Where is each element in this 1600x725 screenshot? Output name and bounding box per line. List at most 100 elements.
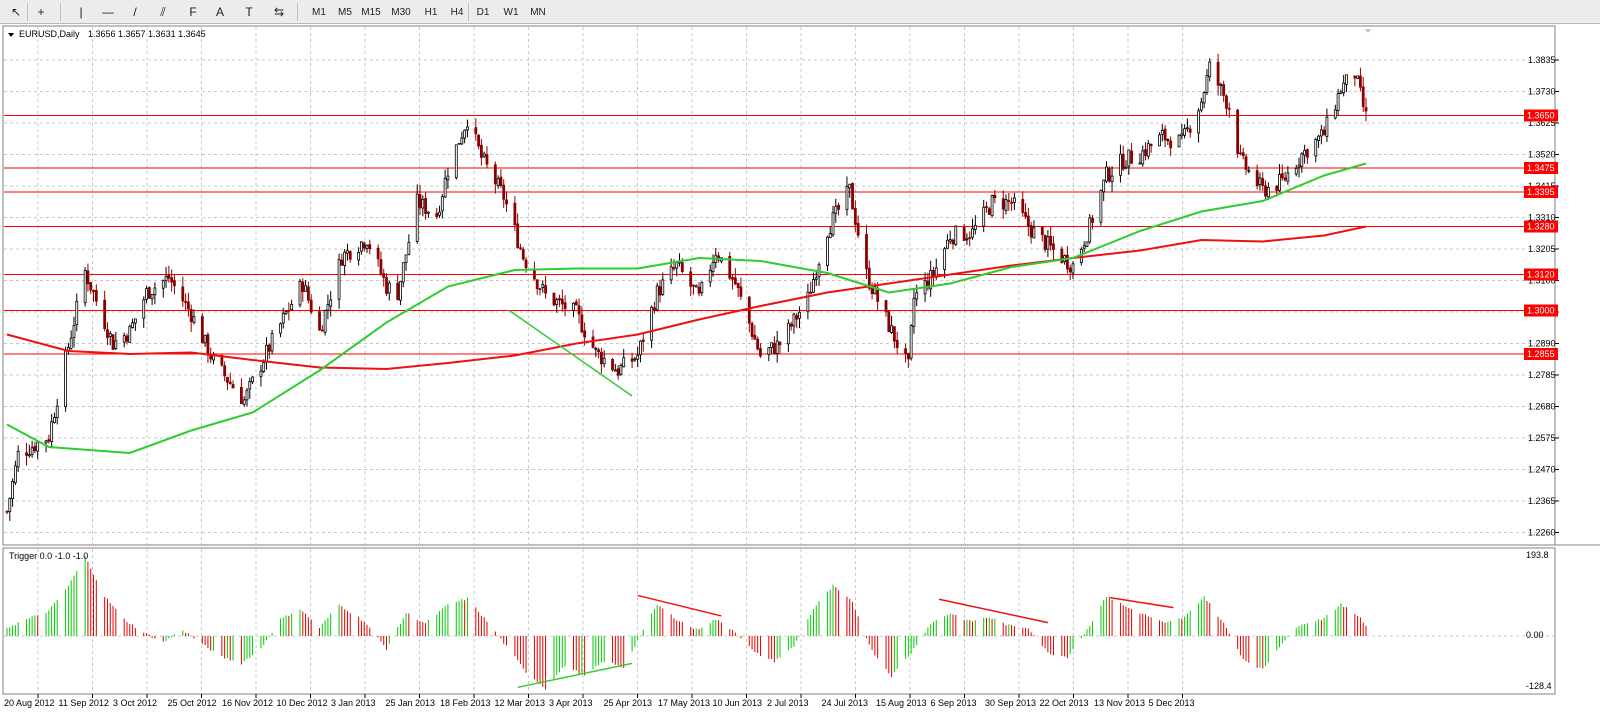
price-trendlines[interactable] bbox=[508, 309, 633, 397]
timeframe-button-m15[interactable]: M15 bbox=[361, 6, 381, 18]
candle-body bbox=[831, 212, 835, 236]
candle-body bbox=[1216, 61, 1220, 86]
candle-body bbox=[1364, 107, 1368, 112]
candle-body bbox=[1325, 116, 1329, 137]
candle-body bbox=[200, 316, 204, 344]
candle-body bbox=[767, 347, 771, 356]
trigger-trendlines[interactable] bbox=[517, 594, 1174, 689]
timeframe-button-w1[interactable]: W1 bbox=[503, 6, 519, 18]
candle-body bbox=[318, 311, 321, 331]
candle-body bbox=[577, 305, 581, 315]
arrows-tool-button[interactable]: ⇆ bbox=[265, 2, 293, 22]
candle-body bbox=[1029, 225, 1033, 238]
trigger-indicator-title: Trigger 0.0 -1.0 -1.0 bbox=[9, 551, 88, 561]
candle-body bbox=[223, 365, 227, 377]
candle-body bbox=[990, 195, 994, 216]
candle-body bbox=[164, 276, 168, 282]
candle-body bbox=[1261, 178, 1265, 187]
vertical-line-tool-button[interactable]: | bbox=[70, 2, 92, 22]
chart-menu-triangle-icon[interactable] bbox=[8, 33, 14, 37]
chart-canvas[interactable]: 1.38351.37301.36251.35201.34151.33101.32… bbox=[0, 24, 1600, 725]
cursor-arrow-icon: ↖ bbox=[10, 5, 22, 19]
candle-body bbox=[337, 259, 341, 300]
candle-body bbox=[145, 288, 148, 300]
time-axis-label: 20 Aug 2012 bbox=[4, 698, 55, 708]
timeframe-button-m5[interactable]: M5 bbox=[338, 6, 352, 18]
fibonacci-tool-button[interactable]: F bbox=[182, 2, 204, 22]
time-axis-label: 3 Jan 2013 bbox=[331, 698, 376, 708]
candle-body bbox=[267, 344, 271, 352]
candle-body bbox=[985, 206, 988, 208]
trigger-min-label: -128.4 bbox=[1526, 681, 1552, 691]
equidistant-channel-tool-button[interactable]: ⫽ bbox=[152, 2, 174, 22]
timeframe-button-h4[interactable]: H4 bbox=[450, 6, 464, 18]
candle-body bbox=[616, 368, 620, 376]
candle-body bbox=[1183, 128, 1187, 136]
trigger-trendline[interactable] bbox=[637, 594, 722, 617]
timeframe-button-d1[interactable]: D1 bbox=[476, 6, 490, 18]
candle-body bbox=[16, 451, 20, 468]
candle-body bbox=[496, 178, 500, 186]
candle-body bbox=[948, 239, 952, 242]
candle-body bbox=[186, 301, 190, 310]
chart-shift-marker-icon[interactable] bbox=[1365, 29, 1371, 33]
candle-body bbox=[602, 357, 606, 365]
candle-body bbox=[672, 267, 676, 270]
time-axis-label: 12 Mar 2013 bbox=[495, 698, 546, 708]
timeframe-button-m30[interactable]: M30 bbox=[391, 6, 411, 18]
candle-body bbox=[281, 312, 285, 324]
trigger-trendline[interactable] bbox=[517, 662, 633, 689]
candle-body bbox=[424, 198, 427, 214]
candle-body bbox=[1163, 128, 1167, 141]
candle-body bbox=[259, 370, 263, 377]
trendline-tool-button[interactable]: / bbox=[124, 2, 146, 22]
candle-body bbox=[873, 286, 877, 295]
timeframe-button-m1[interactable]: M1 bbox=[312, 6, 326, 18]
candle-body bbox=[887, 311, 891, 333]
candle-body bbox=[1236, 109, 1240, 154]
candle-body bbox=[1177, 134, 1181, 148]
price-trendline[interactable] bbox=[508, 309, 633, 397]
candle-body bbox=[1225, 95, 1228, 109]
crosshair-tool-button[interactable]: + bbox=[30, 2, 52, 22]
candle-body bbox=[711, 262, 715, 273]
timeframe-button-mn[interactable]: MN bbox=[530, 6, 546, 18]
text-label-tool-button[interactable]: T bbox=[238, 2, 260, 22]
time-axis-label: 15 Aug 2013 bbox=[876, 698, 927, 708]
time-axis-label: 13 Nov 2013 bbox=[1094, 698, 1145, 708]
candle-body bbox=[379, 259, 383, 274]
candle-body bbox=[812, 279, 815, 293]
candle-body bbox=[1026, 215, 1030, 227]
horizontal-line-icon: — bbox=[102, 5, 114, 19]
candle-body bbox=[418, 194, 422, 209]
candle-body bbox=[962, 226, 966, 241]
text-tool-button[interactable]: A bbox=[209, 2, 231, 22]
trigger-trendline[interactable] bbox=[938, 598, 1049, 624]
timeframe-button-h1[interactable]: H1 bbox=[424, 6, 438, 18]
candle-body bbox=[993, 194, 997, 199]
candle-body bbox=[284, 311, 288, 315]
candle-body bbox=[558, 298, 561, 301]
candle-body bbox=[611, 359, 614, 371]
candle-body bbox=[1305, 149, 1309, 158]
candle-body bbox=[108, 333, 112, 337]
candle-body bbox=[125, 335, 129, 342]
cursor-tool-button[interactable]: ↖ bbox=[5, 2, 27, 22]
candle-body bbox=[971, 228, 974, 238]
candle-body bbox=[485, 154, 489, 165]
candle-body bbox=[1317, 135, 1320, 141]
candle-body bbox=[89, 282, 93, 291]
horizontal-line-tool-button[interactable]: — bbox=[97, 2, 119, 22]
time-axis[interactable]: 20 Aug 2012 11 Sep 2012 3 Oct 2012 25 Oct 2… bbox=[4, 694, 1195, 708]
candle-body bbox=[1247, 169, 1251, 172]
candle-body bbox=[306, 286, 310, 301]
level-price-tag-text: 1.2855 bbox=[1527, 349, 1555, 359]
candle-body bbox=[1197, 110, 1200, 134]
trigger-trendline[interactable] bbox=[1109, 596, 1174, 609]
candle-body bbox=[443, 177, 447, 198]
candle-body bbox=[1359, 75, 1362, 88]
trigger-gridlines bbox=[4, 549, 1554, 693]
candle-body bbox=[633, 358, 637, 361]
candle-body bbox=[599, 351, 603, 365]
candle-body bbox=[111, 334, 115, 350]
